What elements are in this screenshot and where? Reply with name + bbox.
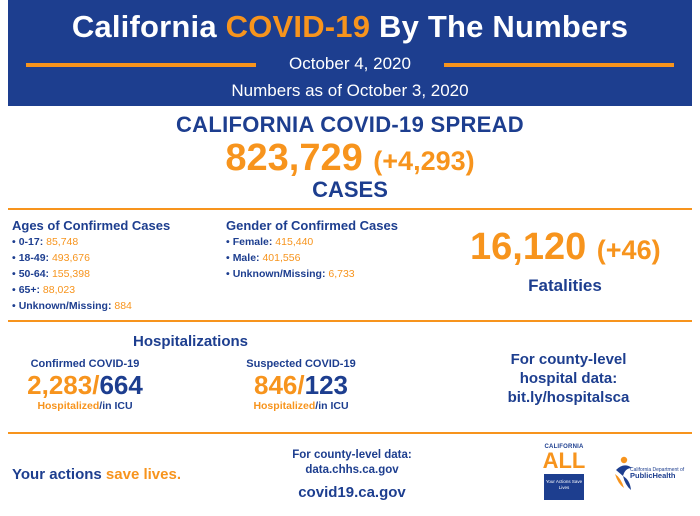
logo-text: CALIFORNIA — [544, 444, 584, 450]
suspected-sublabel: Hospitalized/in ICU — [253, 400, 349, 412]
county-data-label: For county-level data: — [292, 449, 412, 461]
divider — [8, 320, 692, 322]
page-title: California COVID-19 By The Numbers — [71, 9, 629, 44]
cases-delta: (+4,293) — [373, 146, 475, 176]
county-hospital-line: For county-level — [510, 351, 627, 368]
county-hospital-data: For county-level hospital data: bit.ly/h… — [486, 350, 651, 407]
website-link[interactable]: covid19.ca.gov — [298, 484, 406, 501]
hospitalizations-heading: Hospitalizations — [133, 333, 249, 350]
suspected-hospital-block: Suspected COVID-19 846/123 Hospitalized/… — [236, 358, 366, 412]
logo-text: Your Actions Save Lives — [544, 474, 584, 500]
divider — [8, 432, 692, 434]
ages-heading: Ages of Confirmed Cases — [12, 218, 171, 233]
cdph-text: California Department of PublicHealth — [630, 467, 684, 479]
cdph-logo: California Department of PublicHealth — [612, 454, 694, 494]
list-item: • 18-49: 493,676 — [12, 252, 90, 264]
report-date: October 4, 2020 — [289, 54, 411, 73]
data-as-of: Numbers as of October 3, 2020 — [231, 81, 469, 100]
suspected-label: Suspected COVID-19 — [246, 358, 356, 370]
suspected-numbers: 846/123 — [253, 370, 348, 400]
fatalities-label: Fatalities — [528, 276, 602, 295]
county-hospital-line: hospital data: — [519, 370, 618, 387]
ages-list: • 0-17: 85,748 • 18-49: 493,676 • 50-64: 15… — [12, 234, 132, 314]
list-item: • 50-64: 155,398 — [12, 268, 90, 280]
cdph-figure-icon — [615, 456, 632, 490]
header-rule-left — [26, 63, 256, 67]
list-item: • Female: 415,440 — [226, 236, 314, 248]
cases-label: CASES — [312, 177, 388, 202]
confirmed-hospital-block: Confirmed COVID-19 2,283/664 Hospitalize… — [14, 358, 156, 412]
county-data-note: For county-level data: data.chhs.ca.gov — [268, 448, 436, 478]
divider — [8, 208, 692, 210]
county-data-link[interactable]: data.chhs.ca.gov — [305, 464, 399, 476]
logo-text: ALL — [542, 448, 586, 473]
header-rule-right — [444, 63, 674, 67]
actions-slogan: Your actions save lives. — [12, 466, 181, 483]
confirmed-label: Confirmed COVID-19 — [30, 358, 140, 370]
list-item: • Unknown/Missing: 884 — [12, 300, 132, 312]
fatalities-count: 16,120 (+46) — [470, 226, 661, 268]
spread-heading: CALIFORNIA COVID-19 SPREAD — [175, 112, 524, 137]
confirmed-sublabel: Hospitalized/in ICU — [37, 400, 133, 412]
logo-text: PublicHealth — [630, 471, 676, 480]
list-item: • Male: 401,556 — [226, 252, 301, 264]
header-banner: California COVID-19 By The Numbers Octob… — [8, 0, 692, 106]
confirmed-numbers: 2,283/664 — [27, 370, 143, 400]
gender-heading: Gender of Confirmed Cases — [226, 218, 398, 233]
list-item: • 65+: 88,023 — [12, 284, 76, 296]
hospital-data-link[interactable]: bit.ly/hospitalsca — [507, 389, 630, 406]
fatalities-delta: (+46) — [596, 235, 661, 265]
gender-list: • Female: 415,440 • Male: 401,556 • Unknown… — [226, 234, 355, 282]
list-item: • Unknown/Missing: 6,733 — [226, 268, 355, 280]
list-item: • 0-17: 85,748 — [12, 236, 79, 248]
logo-text: California Department of — [630, 467, 685, 473]
california-all-logo: CALIFORNIA ALL Your Actions Save Lives — [538, 444, 590, 500]
total-cases: 823,729 (+4,293) — [225, 137, 475, 179]
